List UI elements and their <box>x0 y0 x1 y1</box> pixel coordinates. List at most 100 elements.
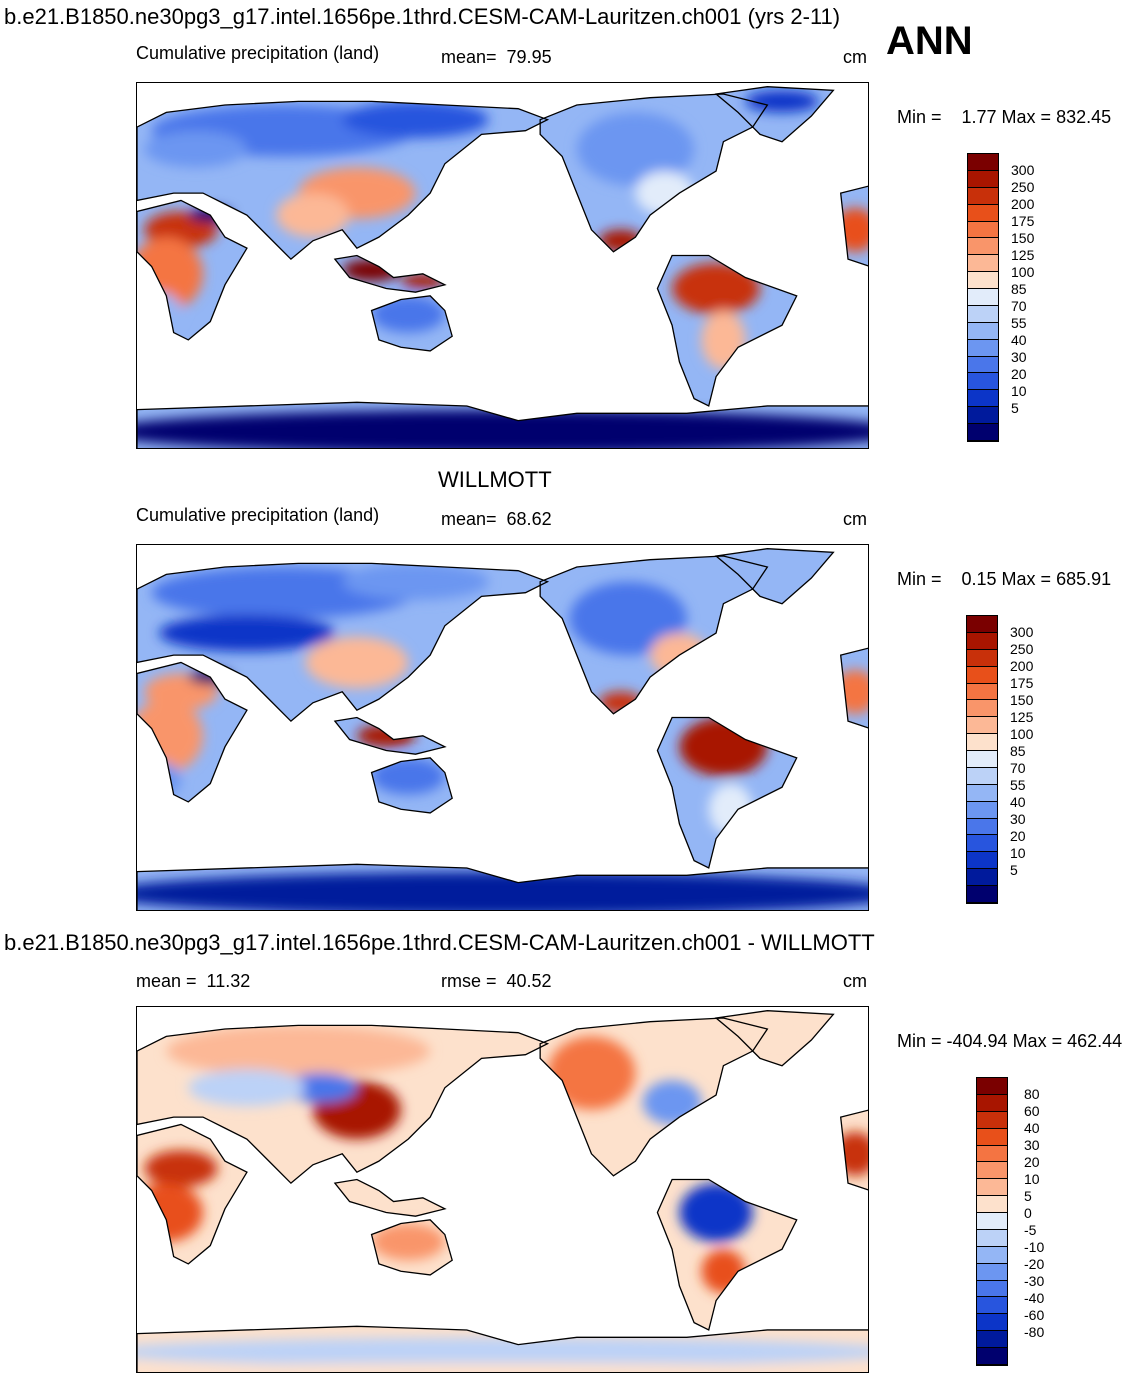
colorbar-swatch <box>968 289 998 306</box>
colorbar-tick-label: 100 <box>1011 264 1035 280</box>
colorbar-swatch <box>968 187 998 205</box>
colorbar-tick-label: 150 <box>1011 230 1035 246</box>
colorbar-swatch <box>968 154 998 171</box>
field-patch <box>371 1223 445 1261</box>
colorbar-tick-label: 5 <box>1010 862 1018 878</box>
field-patch <box>137 292 181 329</box>
colorbar-swatch <box>977 1280 1007 1298</box>
coastline-samerica <box>656 1178 798 1331</box>
panel3-colorbar <box>976 1077 1008 1366</box>
colorbar-swatch <box>967 666 997 684</box>
colorbar-swatch <box>967 632 997 650</box>
colorbar-tick-label: 70 <box>1011 298 1027 314</box>
coastline-samerica <box>656 716 798 869</box>
colorbar-tick-label: 40 <box>1011 332 1027 348</box>
colorbar-tick-label: -40 <box>1024 1290 1045 1306</box>
coastline-namerica <box>539 555 769 715</box>
coastline-africa <box>137 199 248 341</box>
colorbar-swatch <box>977 1331 1007 1349</box>
colorbar-swatch <box>967 683 997 701</box>
coastline-europe-east <box>839 647 868 729</box>
colorbar-tick-label: 150 <box>1010 692 1034 708</box>
colorbar-swatch <box>977 1179 1007 1197</box>
field-patch <box>188 1069 306 1107</box>
field-patch <box>679 1183 753 1242</box>
colorbar-swatch <box>968 221 998 239</box>
field-patch <box>708 783 753 835</box>
field-patch <box>158 614 335 652</box>
panel2-minmax: Min = 0.15 Max = 685.91 <box>897 569 1112 589</box>
panel1-map <box>136 82 869 449</box>
colorbar-tick-label: 40 <box>1010 794 1026 810</box>
colorbar-tick-label: -20 <box>1024 1256 1045 1272</box>
colorbar-tick-label: 85 <box>1010 743 1026 759</box>
field-patch <box>569 581 687 656</box>
field-patch <box>137 761 181 799</box>
map-svg <box>137 548 868 910</box>
panel1-mean-label: mean= 79.95 <box>441 47 552 67</box>
colorbar-swatch <box>967 734 997 752</box>
field-patch <box>137 1337 868 1367</box>
coastline-antarctica <box>137 401 868 448</box>
colorbar-tick-label: 300 <box>1010 624 1034 640</box>
colorbar-swatch <box>977 1348 1007 1365</box>
field-patch <box>356 724 416 747</box>
colorbar-swatch <box>977 1111 1007 1129</box>
field-patch <box>137 409 868 448</box>
panel1-units: cm <box>843 47 867 67</box>
colorbar-tick-label: 20 <box>1011 366 1027 382</box>
field-patch <box>752 1018 812 1041</box>
colorbar-swatch <box>977 1128 1007 1146</box>
coastline-namerica <box>539 93 769 253</box>
colorbar-swatch <box>977 1229 1007 1247</box>
colorbar-tick-label: -30 <box>1024 1273 1045 1289</box>
colorbar-swatch <box>968 272 998 290</box>
coastline-eurasia <box>137 1024 550 1185</box>
panel1-minmax: Min = 1.77 Max = 832.45 <box>897 107 1112 127</box>
colorbar-swatch <box>977 1213 1007 1230</box>
colorbar-swatch <box>967 616 997 633</box>
colorbar-tick-label: -10 <box>1024 1239 1045 1255</box>
map-svg <box>137 86 868 448</box>
field-patch <box>283 1073 357 1103</box>
colorbar-tick-label: 125 <box>1011 247 1035 263</box>
colorbar-tick-label: 30 <box>1024 1137 1040 1153</box>
colorbar-swatch <box>967 700 997 718</box>
colorbar-tick-label: 100 <box>1010 726 1034 742</box>
coastline-australia <box>370 757 453 814</box>
colorbar-tick-label: 40 <box>1024 1120 1040 1136</box>
colorbar-tick-label: 175 <box>1010 675 1034 691</box>
colorbar-tick-label: 10 <box>1010 845 1026 861</box>
colorbar-tick-label: 20 <box>1024 1154 1040 1170</box>
coastline-namerica <box>539 1017 769 1177</box>
colorbar-swatch <box>977 1196 1007 1214</box>
coastline-australia <box>370 295 453 352</box>
colorbar-swatch <box>967 801 997 819</box>
field-patch <box>371 757 445 795</box>
colorbar-swatch <box>968 170 998 188</box>
colorbar-swatch <box>977 1094 1007 1112</box>
colorbar-tick-label: 10 <box>1011 383 1027 399</box>
coastline-antarctica <box>137 863 868 910</box>
panel3-rmse-label: rmse = 40.52 <box>441 971 552 991</box>
figure-title: b.e21.B1850.ne30pg3_g17.intel.1656pe.1th… <box>4 4 841 29</box>
panel2-mean-label: mean= 68.62 <box>441 509 552 529</box>
field-patch <box>642 1080 702 1125</box>
field-patch <box>833 1131 868 1176</box>
panel3-mean-label: mean = 11.32 <box>136 971 251 991</box>
colorbar-swatch <box>967 869 997 887</box>
field-patch <box>166 1025 431 1077</box>
field-patch <box>342 563 489 601</box>
colorbar-swatch <box>977 1145 1007 1163</box>
colorbar-swatch <box>968 305 998 323</box>
field-patch <box>745 90 819 113</box>
colorbar-tick-label: 5 <box>1024 1188 1032 1204</box>
coastline-eurasia <box>137 562 550 723</box>
field-patch <box>276 193 350 238</box>
coastline-europe-east <box>839 1109 868 1191</box>
field-patch <box>137 1362 868 1372</box>
colorbar-tick-label: 70 <box>1010 760 1026 776</box>
colorbar-swatch <box>977 1246 1007 1264</box>
colorbar-swatch <box>968 373 998 391</box>
panel2-variable-label: Cumulative precipitation (land) <box>136 505 380 525</box>
